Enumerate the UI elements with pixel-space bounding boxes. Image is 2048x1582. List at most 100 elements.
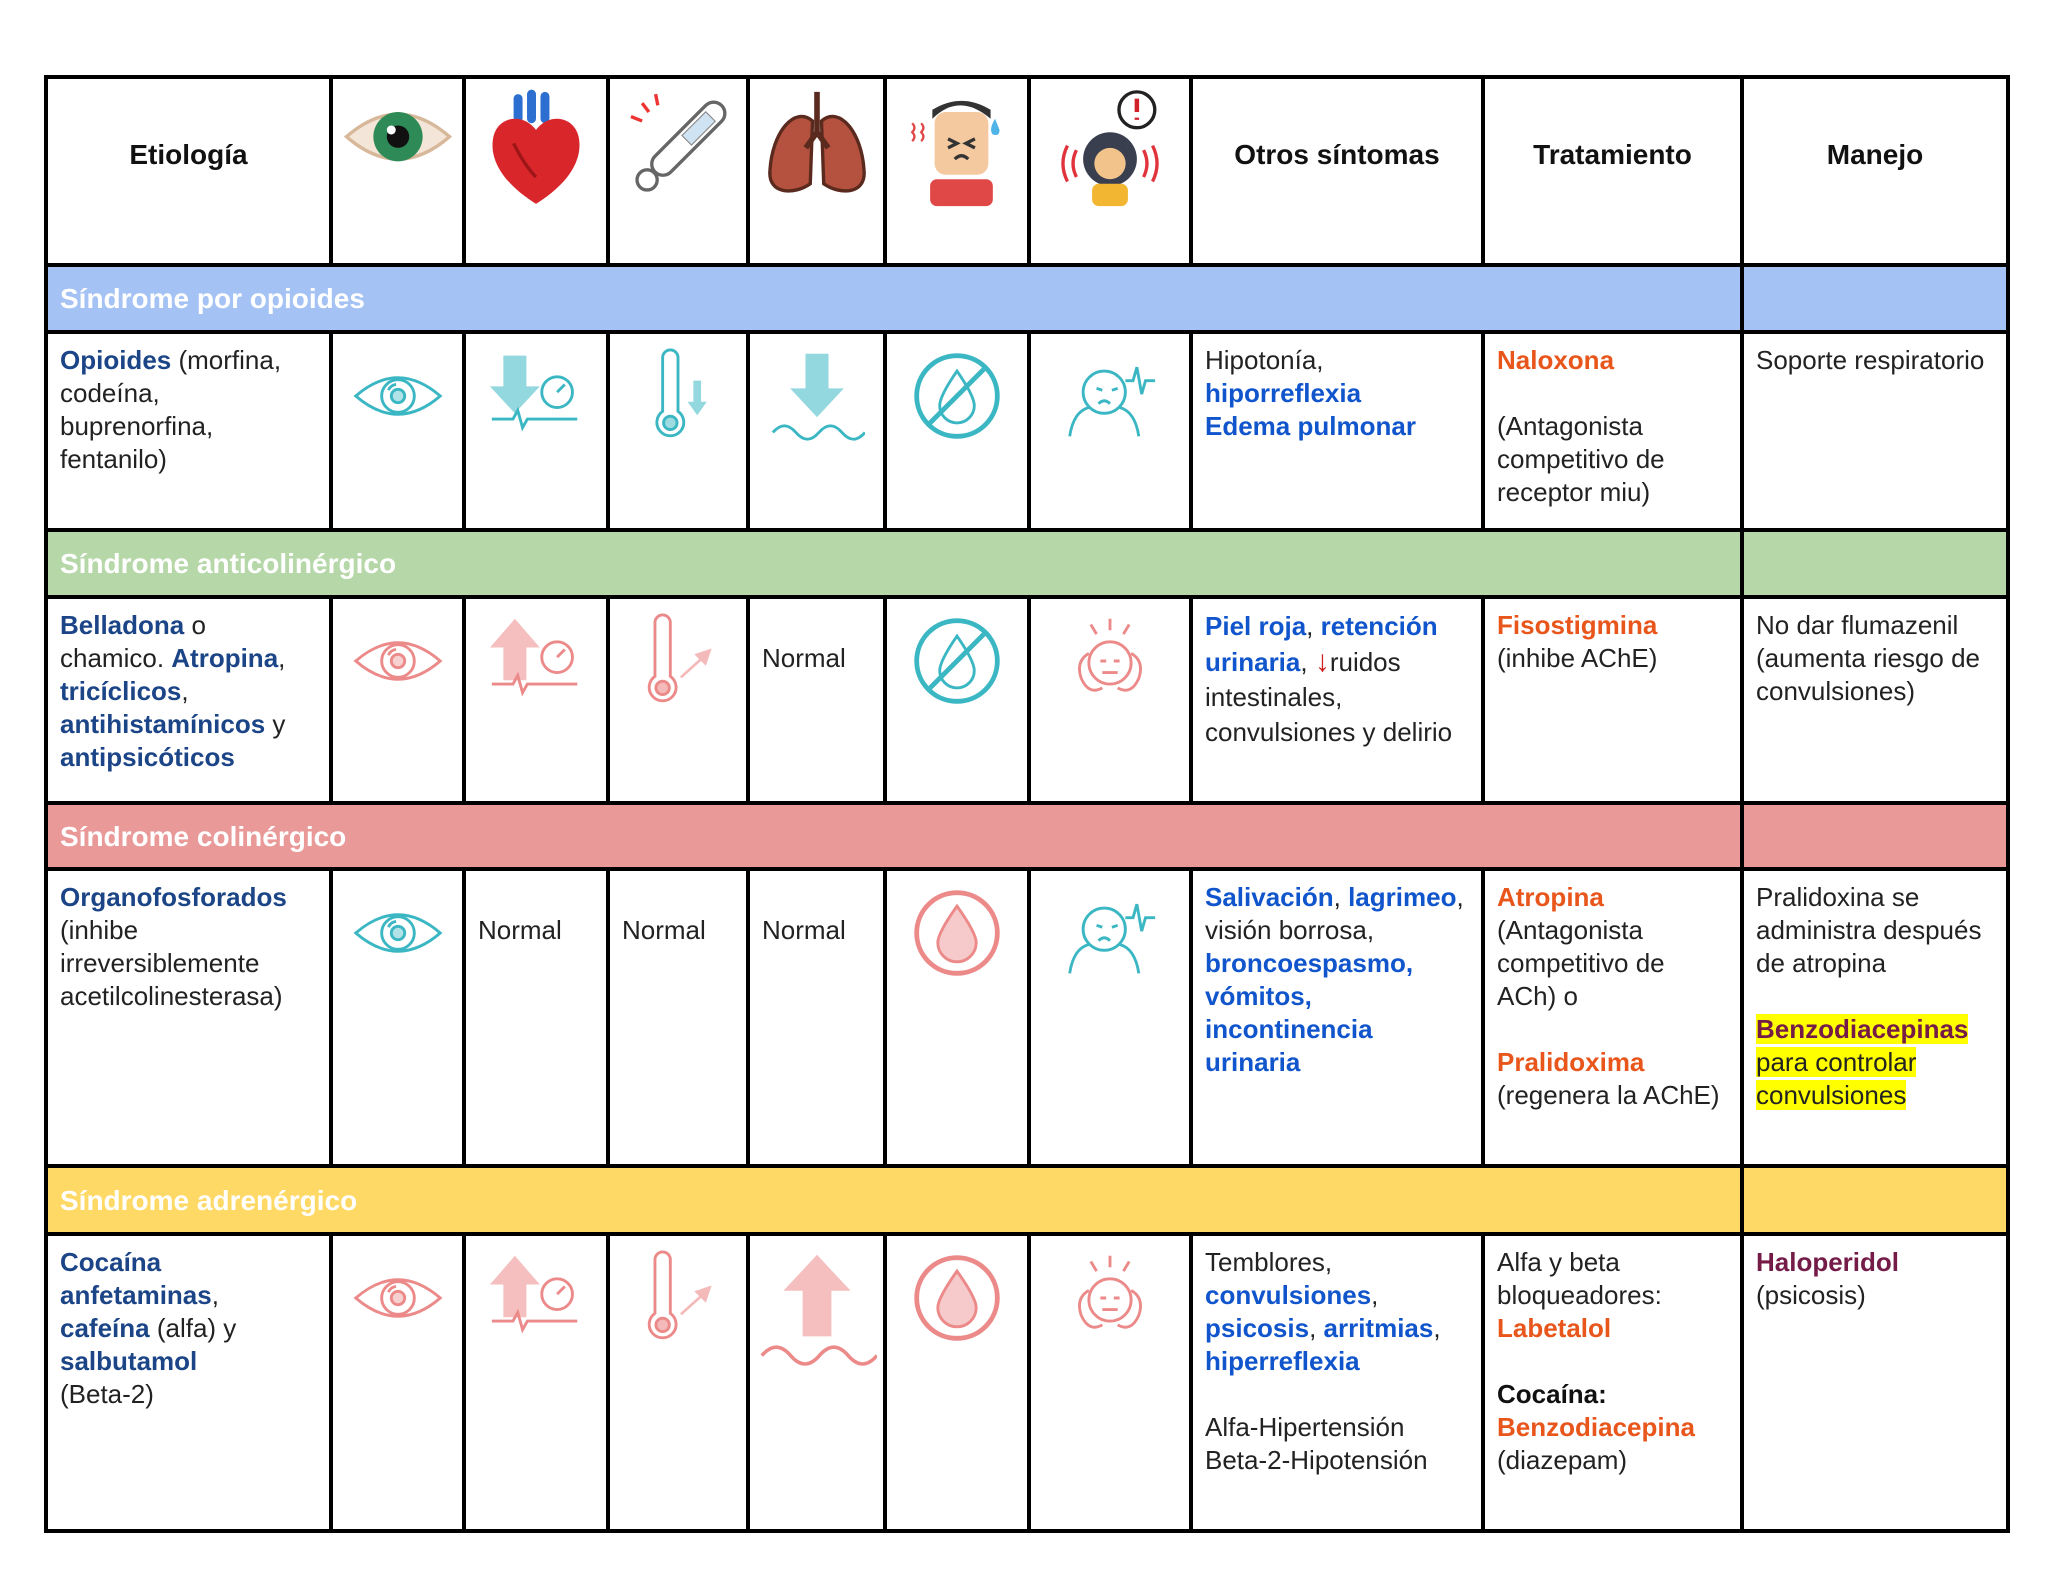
treatment-cell: Naloxona (Antagonista competitivo de rece… [1481, 330, 1744, 532]
heart-icon [492, 89, 580, 204]
text: y [265, 709, 286, 739]
text: (inhibe AChE) [1497, 643, 1658, 673]
resp-up-icon [757, 1250, 877, 1370]
text: (Antagonista competitivo de receptor miu… [1497, 411, 1665, 507]
symptom: hiperreflexia [1205, 1346, 1360, 1376]
text: No dar flumazenil (aumenta riesgo de con… [1756, 610, 1981, 706]
section-fill [1740, 263, 2010, 334]
text: , [181, 676, 189, 706]
drug-name: Haloperidol [1756, 1247, 1900, 1277]
agitation-icon [1062, 613, 1158, 709]
text: (psicosis) [1756, 1280, 1866, 1310]
antidote: Naloxona [1497, 345, 1615, 375]
text: (inhibe irreversiblemente acetilcolinest… [60, 915, 283, 1011]
treatment-cell: Fisostigmina (inhibe AChE) [1481, 595, 1744, 805]
thermometer-icon [630, 93, 727, 192]
drug-name: antipsicóticos [60, 742, 235, 772]
text: (regenera la AChE) [1497, 1080, 1720, 1110]
lungs-icon [767, 91, 866, 193]
temperature-cell: Normal [606, 867, 750, 1168]
text: , visión borrosa, [1205, 882, 1464, 945]
management-cell: Haloperidol (psicosis) [1740, 1232, 2010, 1533]
highlighted-text: para controlar convulsiones [1756, 1047, 1917, 1110]
drug-name: cafeína [60, 1313, 150, 1343]
sweat-icon [909, 1250, 1005, 1346]
icon-cell [746, 1232, 887, 1533]
text: Normal [762, 915, 846, 945]
other-symptoms-cell: Piel roja, retención urinaria, ↓ruidos i… [1189, 595, 1485, 805]
symptom: lagrimeo [1348, 882, 1457, 912]
bp-down-icon [488, 348, 584, 444]
icon-cell [1027, 330, 1193, 532]
header-management: Manejo [1740, 75, 2010, 267]
other-symptoms-cell: Temblores, convulsiones, psicosis, arritm… [1189, 1232, 1485, 1533]
heart-rate-cell: Normal [462, 867, 610, 1168]
antidote: Benzodiacepina [1497, 1412, 1695, 1442]
header-lungs-icon [746, 75, 887, 267]
icon-cell [1027, 595, 1193, 805]
bp-up-icon [488, 1250, 584, 1346]
other-symptoms-cell: Salivación, lagrimeo, visión borrosa, br… [1189, 867, 1485, 1168]
header-alert-icon [1027, 75, 1193, 267]
no-sweat-icon [909, 613, 1005, 709]
etiology-cell: Organofosforados (inhibe irreversiblement… [44, 867, 333, 1168]
text: Normal [622, 915, 706, 945]
management-cell: No dar flumazenil (aumenta riesgo de con… [1740, 595, 2010, 805]
section-row: Síndrome anticolinérgico [44, 528, 2010, 599]
section-fill [1740, 528, 2010, 599]
drug-name: salbutamol [60, 1346, 198, 1376]
section-title: Síndrome colinérgico [44, 801, 1744, 871]
pupil-icon [350, 885, 446, 981]
icon-cell [883, 867, 1031, 1168]
icon-cell [883, 330, 1031, 532]
temp-up-icon [630, 613, 726, 709]
icon-cell [1027, 1232, 1193, 1533]
text: ruidos intestinales, convulsiones y deli… [1205, 647, 1453, 747]
label: Cocaína: [1497, 1379, 1607, 1409]
header-thermometer-icon [606, 75, 750, 267]
section-row: Síndrome adrenérgico [44, 1164, 2010, 1236]
header-row: Etiología Otros síntomas Tratamiento Man… [44, 75, 2010, 267]
etiology-cell: Opioides (morfina, codeína, buprenorfina… [44, 330, 333, 532]
text: , [1309, 1313, 1324, 1343]
header-other-symptoms: Otros síntomas [1189, 75, 1485, 267]
text: (diazepam) [1497, 1445, 1628, 1475]
icon-cell [606, 595, 750, 805]
symptom: Piel roja [1205, 611, 1307, 641]
symptom: incontinencia urinaria [1205, 1014, 1373, 1077]
bp-up-icon [488, 613, 584, 709]
header-etiology: Etiología [44, 75, 333, 267]
symptom: Salivación [1205, 882, 1334, 912]
icon-cell [883, 595, 1031, 805]
respiration-cell: Normal [746, 867, 887, 1168]
drug-name: anfetaminas [60, 1280, 212, 1310]
text: , [1333, 882, 1349, 912]
syndrome-row: Organofosforados (inhibe irreversiblement… [44, 867, 2010, 1168]
drug-name: antihistamínicos [60, 709, 266, 739]
section-title: Síndrome por opioides [44, 263, 1744, 334]
text: Normal [478, 915, 562, 945]
section-title: Síndrome adrenérgico [44, 1164, 1744, 1236]
symptom: vómitos, [1205, 981, 1312, 1011]
icon-cell [606, 1232, 750, 1533]
section-fill [1740, 801, 2010, 871]
header-heart-icon [462, 75, 610, 267]
icon-cell [462, 330, 610, 532]
management-cell: Pralidoxina se administra después de atr… [1740, 867, 2010, 1168]
text: Alfa-Hipertensión [1205, 1412, 1405, 1442]
drug-name: tricíclicos [60, 676, 182, 706]
antidote: Fisostigmina [1497, 610, 1658, 640]
mental-icon [1062, 885, 1158, 981]
text: (Antagonista competitivo de ACh) o [1497, 915, 1665, 1011]
agitation-icon [1062, 1250, 1158, 1346]
other-symptoms-cell: Hipotonía, hiporreflexia Edema pulmonar [1189, 330, 1485, 532]
text: Alfa y beta bloqueadores: [1497, 1247, 1662, 1310]
icon-cell [329, 867, 466, 1168]
text: , [1433, 1313, 1441, 1343]
section-row: Síndrome por opioides [44, 263, 2010, 334]
drug-name: Opioides [60, 345, 172, 375]
antidote: Pralidoxima [1497, 1047, 1645, 1077]
text: , [1371, 1280, 1379, 1310]
no-sweat-icon [909, 348, 1005, 444]
